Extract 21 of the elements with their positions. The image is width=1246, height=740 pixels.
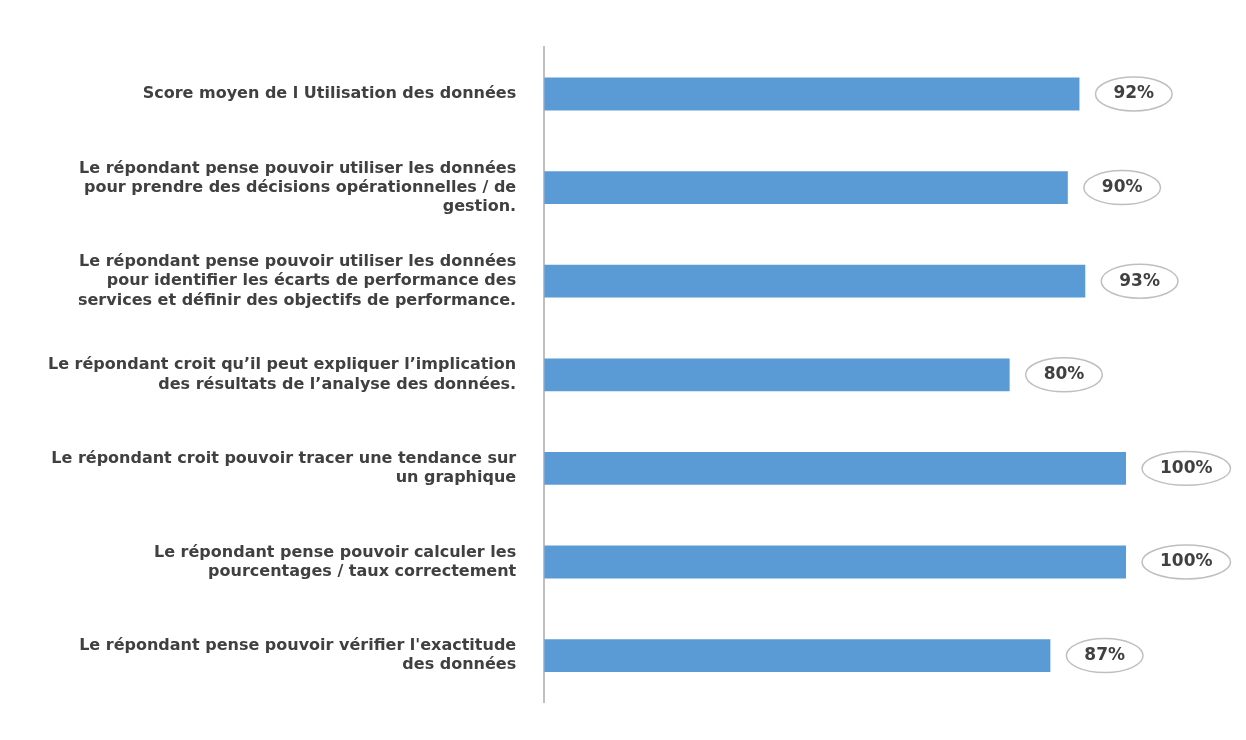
- y-tick-label: Score moyen de l Utilisation des données: [142, 83, 517, 103]
- data-label: 87%: [1084, 644, 1126, 665]
- data-label: 100%: [1159, 550, 1213, 571]
- bar: [544, 171, 1068, 204]
- data-label: 100%: [1159, 456, 1213, 477]
- bar: [544, 77, 1080, 111]
- bar: [544, 452, 1126, 485]
- y-tick-label: Le répondant croit qu’il peut expliquer l’implication des résultats de l’analyse des données.: [48, 354, 517, 393]
- y-tick-label: Le répondant croit pouvoir tracer une tendance sur un graphique: [51, 447, 517, 487]
- bar: [544, 264, 1086, 298]
- bar: [544, 545, 1126, 579]
- y-tick-label: Le répondant pense pouvoir utiliser les données pour prendre des décisions opérationnelles / de gestion.: [79, 157, 517, 215]
- bar: [544, 639, 1051, 672]
- bar: [544, 358, 1010, 392]
- y-tick-label: Le répondant pense pouvoir utiliser les données pour identifier les écarts de performance des services et définir des objectifs de performance.: [77, 251, 517, 309]
- y-tick-label: Le répondant pense pouvoir vérifier l'exactitude des données: [79, 635, 517, 674]
- data-label: 93%: [1119, 269, 1160, 290]
- data-label: 90%: [1101, 176, 1143, 197]
- data-label: 80%: [1043, 363, 1085, 384]
- data-label: 92%: [1113, 82, 1155, 103]
- y-tick-label: Le répondant pense pouvoir calculer les pourcentages / taux correctement: [153, 541, 517, 580]
